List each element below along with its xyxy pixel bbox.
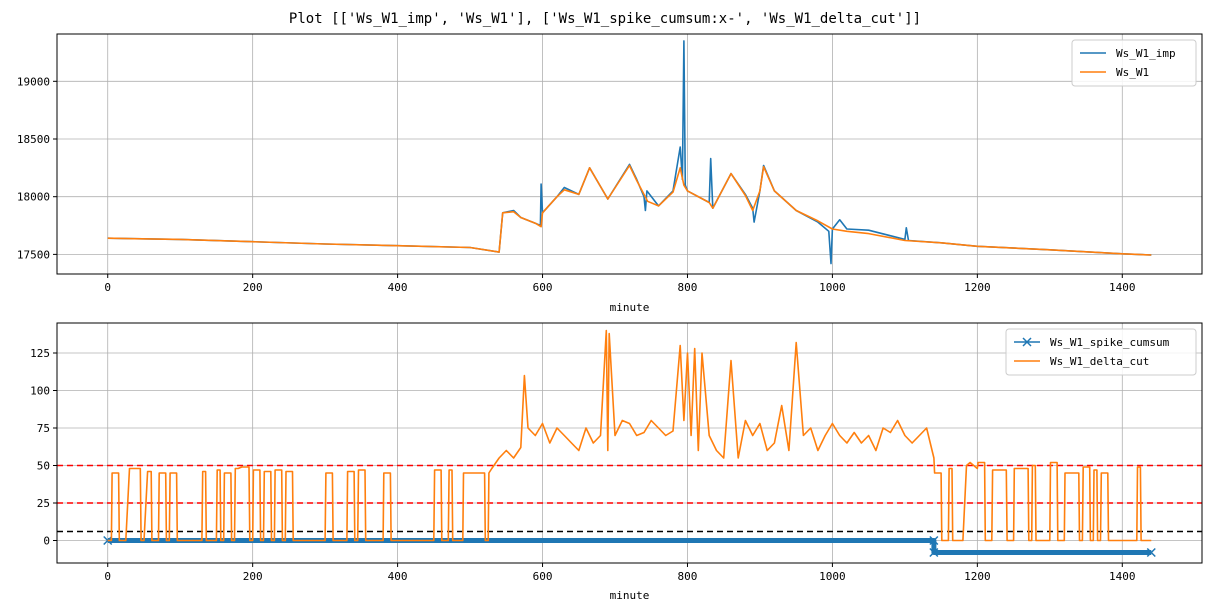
y-tick-label: 50 <box>37 460 50 473</box>
top-legend: Ws_W1_imp Ws_W1 <box>1071 39 1197 87</box>
x-tick-label: 1400 <box>1109 570 1136 583</box>
series-line <box>107 40 1152 265</box>
bottom-subplot: 0 200 400 600 800 1000 1200 1400 0 25 50 75 100 125 m… <box>30 322 1203 602</box>
top-tick-labels: 0 200 400 600 800 1000 1200 1400 17500 18000 18500… <box>17 75 1136 294</box>
x-tick-label: 1400 <box>1109 281 1136 294</box>
y-tick-label: 19000 <box>17 75 50 88</box>
series-marker <box>1146 547 1156 558</box>
top-plot-frame <box>56 33 1203 275</box>
y-tick-label: 0 <box>43 535 50 548</box>
bottom-series-lines <box>103 329 1156 558</box>
legend-box <box>1071 39 1197 87</box>
x-tick-label: 400 <box>388 281 408 294</box>
y-tick-label: 125 <box>30 347 50 360</box>
x-tick-label: 1200 <box>964 570 991 583</box>
x-tick-label: 200 <box>243 281 263 294</box>
bottom-tick-labels: 0 200 400 600 800 1000 1200 1400 0 25 50 75 100 125 <box>30 347 1135 583</box>
legend-label: Ws_W1 <box>1116 66 1149 79</box>
legend-marker <box>1022 337 1032 347</box>
x-tick-label: 800 <box>678 281 698 294</box>
x-tick-label: 200 <box>243 570 263 583</box>
figure-title: Plot [['Ws_W1_imp', 'Ws_W1'], ['Ws_W1_sp… <box>289 11 921 27</box>
y-tick-label: 18500 <box>17 133 50 146</box>
top-subplot: 0 200 400 600 800 1000 1200 1400 17500 18000 18500… <box>17 33 1203 314</box>
bottom-reference-lines <box>57 464 1202 533</box>
x-tick-label: 400 <box>388 570 408 583</box>
x-tick-label: 0 <box>104 570 111 583</box>
bottom-x-axis-label: minute <box>610 589 650 602</box>
bottom-legend: Ws_W1_spike_cumsum Ws_W1_delta_cut <box>1005 328 1197 376</box>
series-marker <box>929 535 939 546</box>
y-tick-label: 100 <box>30 385 50 398</box>
series-line <box>107 164 1152 256</box>
top-gridlines <box>57 34 1202 274</box>
legend-label: Ws_W1_imp <box>1116 47 1176 60</box>
x-tick-label: 1200 <box>964 281 991 294</box>
y-tick-label: 25 <box>37 497 50 510</box>
top-x-axis-label: minute <box>610 301 650 314</box>
legend-box <box>1005 328 1197 376</box>
legend-label: Ws_W1_spike_cumsum <box>1050 336 1170 349</box>
y-tick-label: 75 <box>37 422 50 435</box>
y-tick-label: 17500 <box>17 248 50 261</box>
x-tick-label: 0 <box>104 281 111 294</box>
bottom-plot-frame <box>56 322 1203 564</box>
top-series-lines <box>107 40 1152 265</box>
y-tick-label: 18000 <box>17 191 50 204</box>
legend-label: Ws_W1_delta_cut <box>1050 355 1149 368</box>
x-tick-label: 600 <box>533 570 553 583</box>
x-tick-label: 600 <box>533 281 553 294</box>
x-tick-label: 800 <box>678 570 698 583</box>
x-tick-label: 1000 <box>819 570 846 583</box>
series-line <box>107 329 1152 542</box>
series-marker <box>929 547 939 558</box>
series-line <box>107 538 1152 555</box>
x-tick-label: 1000 <box>819 281 846 294</box>
